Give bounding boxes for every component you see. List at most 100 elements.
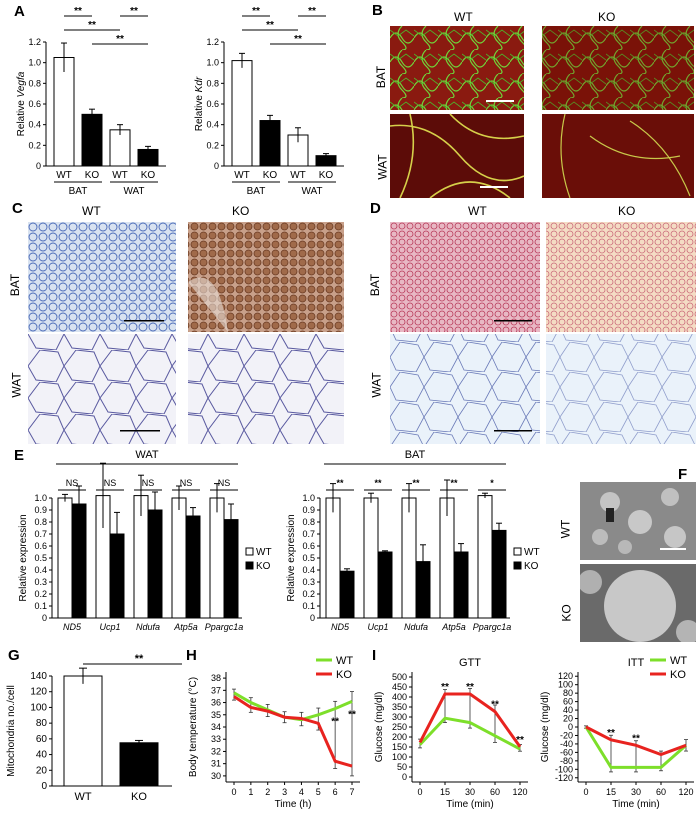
kdr-bar bbox=[231, 60, 253, 167]
bat-expr-tick-label: 0.9 bbox=[302, 505, 315, 515]
wat-expr-gene-label: Ppargc1a bbox=[205, 622, 244, 632]
body-temp-x-tick-label: 3 bbox=[282, 787, 287, 797]
bat-expr-tick-label: 0.8 bbox=[302, 517, 315, 527]
wat-expr-tick-label: 0.7 bbox=[34, 529, 47, 539]
em-ko-image bbox=[580, 564, 696, 642]
kdr-category-label: WT bbox=[290, 170, 306, 181]
body-temp-xlabel: Time (h) bbox=[275, 799, 312, 810]
panel-d-label: D bbox=[370, 200, 381, 217]
ko-row-label: KO bbox=[559, 604, 574, 622]
mito-ylabel: Mitochondria no./cell bbox=[6, 685, 17, 777]
body-temp-sig-label: ** bbox=[331, 717, 339, 728]
wat-expr-gene-label: Ucp1 bbox=[99, 622, 120, 632]
wat-expr-bar bbox=[57, 497, 73, 619]
bat-expr-bar bbox=[401, 497, 417, 619]
bat-expr-gene-label: Ppargc1a bbox=[473, 622, 512, 632]
gtt-y-tick-label: 200 bbox=[392, 732, 407, 742]
ko-column-label: KO bbox=[598, 10, 616, 24]
wat-expr-tick-label: 0.2 bbox=[34, 589, 47, 599]
kdr-group-label: WAT bbox=[301, 186, 322, 197]
wat-row-label: WAT bbox=[369, 372, 384, 398]
wt-column-label: WT bbox=[454, 10, 473, 24]
wat-expr-tick-label: 0 bbox=[42, 613, 47, 623]
ko-column-label: KO bbox=[232, 204, 250, 218]
bat-expr-tick-label: 0.1 bbox=[302, 601, 315, 611]
itt-y-tick-label: 40 bbox=[563, 705, 573, 715]
bat-expression-chart: 0 0.1 0.2 0.3 0.4 0.5 0.6 0.7 0.8 0.9 1.0 Relative … bbox=[286, 449, 540, 632]
gtt-y-tick-label: 500 bbox=[392, 672, 407, 682]
gtt-x-tick-label: 0 bbox=[417, 787, 422, 797]
mito-tick-label: 100 bbox=[30, 702, 47, 713]
panel-e-label: E bbox=[14, 447, 24, 464]
panel-b: B WT KO BAT WAT bbox=[362, 0, 700, 200]
kdr-category-label: KO bbox=[263, 170, 278, 181]
kdr-category-label: WT bbox=[234, 170, 250, 181]
bat-expr-tick-label: 1.0 bbox=[302, 493, 315, 503]
wat-expr-ylabel: Relative expression bbox=[18, 514, 29, 601]
itt-legend-ko-label: KO bbox=[670, 669, 686, 681]
vegfa-ylabel: Relative Vegfa bbox=[16, 71, 27, 136]
gtt-ylabel: Glucose (mg/dl) bbox=[374, 692, 385, 763]
gtt-xlabel: Time (min) bbox=[446, 799, 493, 810]
itt-y-tick-label: 120 bbox=[558, 671, 573, 681]
itt-wt-line bbox=[584, 726, 687, 769]
wat-ko-stain bbox=[546, 334, 696, 444]
body-temp-x-tick-label: 0 bbox=[231, 787, 236, 797]
body-temp-y-tick-label: 35 bbox=[211, 710, 221, 720]
wat-wt-vessel-image bbox=[390, 113, 525, 198]
body-temp-x-tick-label: 6 bbox=[333, 787, 338, 797]
wat-expr-tick-label: 0.6 bbox=[34, 541, 47, 551]
kdr-chart: 0 0.2 0.4 0.6 0.8 1.0 1.2 Relative Kdr WT KO WT KO B… bbox=[194, 6, 344, 197]
gtt-y-tick-label: 250 bbox=[392, 722, 407, 732]
gtt-sig-label: ** bbox=[441, 682, 449, 693]
bat-expr-bar bbox=[339, 570, 355, 619]
wat-expr-sig-label: NS bbox=[104, 478, 117, 488]
bat-expr-bar bbox=[325, 497, 341, 619]
itt-x-tick-label: 0 bbox=[583, 787, 588, 797]
wat-ko-vessel-image bbox=[542, 113, 694, 198]
wat-expr-legend-wt-swatch bbox=[245, 547, 254, 556]
bat-expr-bar bbox=[477, 495, 493, 619]
itt-y-tick-label: 60 bbox=[563, 697, 573, 707]
itt-y-tick-label: 100 bbox=[558, 680, 573, 690]
bat-expr-legend-wt-label: WT bbox=[524, 547, 540, 558]
panel-a-label: A bbox=[14, 3, 25, 20]
panel-g: G 0 20 40 60 80 100 120 140 Mitochondria no./cel… bbox=[6, 647, 182, 803]
gtt-title: GTT bbox=[459, 657, 481, 669]
wat-expr-tick-label: 0.4 bbox=[34, 565, 47, 575]
wat-expr-tick-label: 0.3 bbox=[34, 577, 47, 587]
wat-expr-tick-label: 0.1 bbox=[34, 601, 47, 611]
body-temp-sig-label: ** bbox=[348, 709, 356, 720]
body-temp-y-tick-label: 37 bbox=[211, 685, 221, 695]
wat-row-label: WAT bbox=[9, 372, 24, 398]
bat-expr-bar bbox=[453, 551, 469, 619]
panel-g-label: G bbox=[8, 647, 20, 664]
wat-wt-histology bbox=[28, 334, 176, 444]
mito-tick-label: 120 bbox=[30, 687, 47, 698]
itt-y-tick-label: -40 bbox=[560, 739, 573, 749]
vegfa-group-label: BAT bbox=[69, 186, 88, 197]
vegfa-tick-label: 0.8 bbox=[28, 78, 41, 88]
bat-expr-legend-ko-label: KO bbox=[524, 561, 539, 572]
bat-expr-tick-label: 0.6 bbox=[302, 541, 315, 551]
itt-y-tick-label: 80 bbox=[563, 688, 573, 698]
vegfa-tick-label: 1.0 bbox=[28, 58, 41, 68]
bat-row-label: BAT bbox=[374, 65, 389, 89]
gtt-wt-line bbox=[418, 716, 521, 751]
panel-h-label: H bbox=[186, 647, 197, 664]
wat-expr-bar bbox=[209, 497, 225, 619]
wat-expr-bar bbox=[185, 515, 201, 619]
wat-expr-title: WAT bbox=[135, 449, 158, 461]
wt-row-label: WT bbox=[558, 519, 573, 539]
body-temp-y-tick-label: 36 bbox=[211, 698, 221, 708]
kdr-tick-label: 0.4 bbox=[206, 120, 219, 130]
mito-tick-label: 40 bbox=[36, 750, 48, 761]
itt-xlabel: Time (min) bbox=[612, 799, 659, 810]
wat-expr-gene-label: Atp5a bbox=[173, 622, 198, 632]
body-temp-y-tick-label: 31 bbox=[211, 759, 221, 769]
body-temp-ylabel: Body temperature (°C) bbox=[188, 677, 199, 777]
itt-ylabel: Glucose (mg/dl) bbox=[540, 692, 551, 763]
ko-column-label: KO bbox=[618, 204, 636, 218]
